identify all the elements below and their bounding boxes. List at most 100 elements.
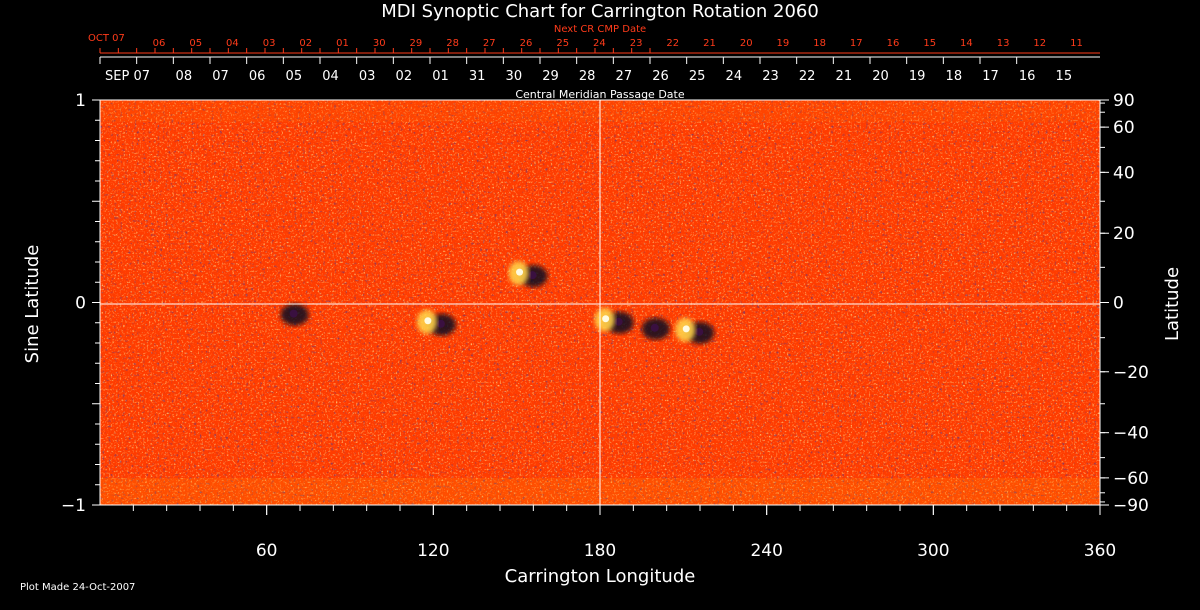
next-cmp-start-label: OCT 07 [88, 33, 125, 44]
next-cmp-date-label: 28 [446, 38, 459, 49]
active-region [641, 317, 670, 340]
next-cmp-date-label: 17 [850, 38, 863, 49]
cmp-date-label: 18 [946, 69, 963, 84]
x-axis-label: Carrington Longitude [505, 566, 696, 587]
next-cmp-date-label: 06 [153, 38, 166, 49]
next-cmp-date-label: 13 [997, 38, 1010, 49]
cmp-date-label: 19 [909, 69, 926, 84]
cmp-date-label: 05 [286, 69, 303, 84]
negative-flux-core [436, 319, 445, 328]
cmp-date-label: 06 [249, 69, 266, 84]
next-cmp-date-label: 12 [1033, 38, 1046, 49]
next-cmp-date-label: 19 [777, 38, 790, 49]
next-cmp-date-label: 30 [373, 38, 386, 49]
x-axis: 60 120 180 240 300 360 [132, 505, 1116, 561]
y-axis-left: 1 0 −1 [61, 91, 100, 516]
positive-flux-core [682, 325, 690, 333]
cmp-date-label: 04 [322, 69, 339, 84]
next-cmp-date-axis: 06 05 04 03 02 01 30 29 28 27 26 25 24 23 22 21 20 19 18 17… [99, 38, 1100, 54]
plot-made-note: Plot Made 24-Oct-2007 [20, 582, 135, 593]
cmp-date-label: 07 [212, 69, 229, 84]
next-cmp-date-label: 11 [1070, 38, 1083, 49]
y-right-tick-label: −60 [1113, 469, 1149, 489]
y-right-tick-label: 90 [1113, 91, 1135, 111]
next-cmp-date-label: 18 [813, 38, 826, 49]
x-tick-label: 300 [917, 541, 949, 561]
cmp-date-label: 03 [359, 69, 376, 84]
next-cmp-date-label: 16 [887, 38, 900, 49]
active-regions [280, 261, 715, 344]
cmp-axis-label: Central Meridian Passage Date [515, 88, 684, 101]
y-left-tick-label: −1 [61, 496, 86, 516]
cmp-date-label: 16 [1019, 69, 1036, 84]
positive-flux-core [516, 268, 524, 276]
next-cmp-date-label: 01 [336, 38, 349, 49]
y-right-tick-label: −40 [1113, 424, 1149, 444]
positive-flux-core [424, 317, 432, 325]
cmp-date-label: 21 [836, 69, 853, 84]
cmp-date-label: 01 [432, 69, 449, 84]
cmp-date-label: 27 [616, 69, 633, 84]
y-left-tick-label: 0 [75, 294, 86, 314]
active-region [280, 303, 309, 326]
next-cmp-date-label: 27 [483, 38, 496, 49]
next-cmp-date-label: 25 [556, 38, 569, 49]
next-cmp-date-label: 26 [520, 38, 533, 49]
next-cmp-date-label: 02 [299, 38, 312, 49]
next-cmp-date-label: 04 [226, 38, 239, 49]
next-cmp-date-label: 14 [960, 38, 973, 49]
x-tick-label: 120 [417, 541, 449, 561]
cmp-start-label: SEP 07 [105, 69, 150, 84]
y-right-tick-label: 20 [1113, 224, 1135, 244]
cmp-date-axis: 08 07 06 05 04 03 02 01 31 30 29 28 27 26 25 24 23 22 21 20… [99, 56, 1100, 84]
active-region [416, 309, 456, 336]
next-cmp-date-label: 23 [630, 38, 643, 49]
cmp-date-label: 31 [469, 69, 486, 84]
cmp-date-label: 23 [762, 69, 779, 84]
next-cmp-date-label: 21 [703, 38, 716, 49]
y-right-tick-label: 40 [1113, 163, 1135, 183]
cmp-date-label: 25 [689, 69, 706, 84]
x-tick-label: 240 [750, 541, 782, 561]
y-axis-left-label: Sine Latitude [22, 245, 43, 364]
y-axis-right-label: Latitude [1162, 267, 1183, 341]
cmp-date-label: 02 [396, 69, 413, 84]
y-right-tick-label: 60 [1113, 118, 1135, 138]
next-cmp-date-label: 22 [666, 38, 679, 49]
active-region [675, 317, 715, 344]
positive-flux-core [602, 315, 610, 323]
cmp-date-label: 17 [982, 69, 999, 84]
cmp-date-label: 08 [176, 69, 193, 84]
cmp-date-label: 28 [579, 69, 596, 84]
next-cmp-date-label: 15 [923, 38, 936, 49]
y-right-tick-label: 0 [1113, 294, 1124, 314]
next-cmp-axis-label: Next CR CMP Date [554, 24, 646, 35]
cmp-date-label: 20 [872, 69, 889, 84]
next-cmp-date-label: 03 [263, 38, 276, 49]
y-left-tick-label: 1 [75, 91, 86, 111]
next-cmp-date-label: 29 [410, 38, 423, 49]
next-cmp-date-label: 24 [593, 38, 606, 49]
negative-flux-core [695, 327, 704, 336]
cmp-date-label: 24 [726, 69, 743, 84]
chart-title: MDI Synoptic Chart for Carrington Rotati… [381, 1, 819, 22]
cmp-date-label: 30 [506, 69, 523, 84]
cmp-date-label: 29 [542, 69, 559, 84]
cmp-date-label: 26 [652, 69, 669, 84]
cmp-date-label: 15 [1056, 69, 1073, 84]
x-tick-label: 180 [584, 541, 616, 561]
y-right-tick-label: −90 [1113, 496, 1149, 516]
negative-flux-core [614, 317, 623, 326]
next-cmp-date-label: 20 [740, 38, 753, 49]
negative-flux-core [528, 271, 537, 280]
y-axis-right: 90 60 40 20 0 −20 −40 −60 −90 [1100, 91, 1149, 516]
negative-flux-core [289, 309, 298, 318]
x-tick-label: 360 [1084, 541, 1116, 561]
y-right-tick-label: −20 [1113, 363, 1149, 383]
active-region [508, 261, 548, 288]
negative-flux-core [650, 323, 659, 332]
cmp-date-label: 22 [799, 69, 816, 84]
next-cmp-date-label: 05 [189, 38, 202, 49]
x-tick-label: 60 [256, 541, 278, 561]
